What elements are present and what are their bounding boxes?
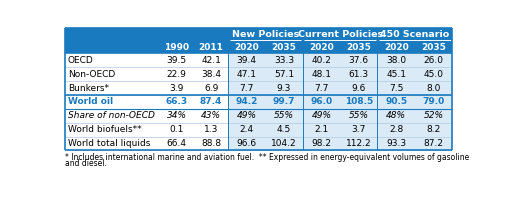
Text: 57.1: 57.1 — [274, 70, 294, 79]
Text: 2035: 2035 — [421, 43, 446, 52]
Text: 450 Scenario: 450 Scenario — [380, 30, 449, 39]
Text: 90.5: 90.5 — [385, 97, 407, 107]
Text: Share of non-OECD: Share of non-OECD — [68, 111, 155, 120]
Text: New Policies: New Policies — [232, 30, 299, 39]
Text: 33.3: 33.3 — [274, 56, 294, 65]
Text: 45.1: 45.1 — [386, 70, 406, 79]
Text: Non-OECD: Non-OECD — [68, 70, 115, 79]
Text: 22.9: 22.9 — [167, 70, 186, 79]
Text: 42.1: 42.1 — [201, 56, 221, 65]
Text: 45.0: 45.0 — [424, 70, 443, 79]
Text: 2.8: 2.8 — [389, 125, 403, 134]
Text: 87.4: 87.4 — [200, 97, 222, 107]
Text: 96.6: 96.6 — [237, 139, 257, 148]
Text: 49%: 49% — [237, 111, 257, 120]
Text: 43%: 43% — [201, 111, 221, 120]
Bar — [377, 53, 452, 151]
Text: 7.7: 7.7 — [314, 84, 329, 93]
Text: 7.5: 7.5 — [389, 84, 403, 93]
Text: 2020: 2020 — [234, 43, 259, 52]
Bar — [228, 53, 302, 151]
Text: 34%: 34% — [167, 111, 187, 120]
Text: OECD: OECD — [68, 56, 93, 65]
Text: 9.6: 9.6 — [351, 84, 366, 93]
Text: 6.9: 6.9 — [204, 84, 218, 93]
Text: 1990: 1990 — [164, 43, 189, 52]
Text: 8.2: 8.2 — [426, 125, 441, 134]
Text: 96.0: 96.0 — [311, 97, 332, 107]
Text: 3.9: 3.9 — [169, 84, 184, 93]
Text: 2.4: 2.4 — [239, 125, 254, 134]
Text: World biofuels**: World biofuels** — [68, 125, 141, 134]
Text: 66.4: 66.4 — [167, 139, 187, 148]
Text: 79.0: 79.0 — [422, 97, 444, 107]
Text: 3.7: 3.7 — [351, 125, 366, 134]
Text: 1.3: 1.3 — [204, 125, 218, 134]
Text: 39.5: 39.5 — [167, 56, 187, 65]
Text: 93.3: 93.3 — [386, 139, 406, 148]
Text: 7.7: 7.7 — [239, 84, 254, 93]
Text: 38.4: 38.4 — [201, 70, 221, 79]
Text: Bunkers*: Bunkers* — [68, 84, 109, 93]
Text: 40.2: 40.2 — [312, 56, 331, 65]
Text: 48.1: 48.1 — [312, 70, 331, 79]
Text: 39.4: 39.4 — [237, 56, 257, 65]
Text: 9.3: 9.3 — [277, 84, 291, 93]
Text: 37.6: 37.6 — [348, 56, 369, 65]
Text: 26.0: 26.0 — [424, 56, 443, 65]
Text: 88.8: 88.8 — [201, 139, 221, 148]
Text: 108.5: 108.5 — [344, 97, 373, 107]
Text: 49%: 49% — [312, 111, 331, 120]
Text: 47.1: 47.1 — [237, 70, 257, 79]
Text: 2020: 2020 — [309, 43, 334, 52]
Text: * Includes international marine and aviation fuel.  ** Expressed in energy-equiv: * Includes international marine and avia… — [66, 153, 470, 162]
Text: 55%: 55% — [349, 111, 369, 120]
Text: 98.2: 98.2 — [312, 139, 331, 148]
Text: 48%: 48% — [386, 111, 406, 120]
Text: 52%: 52% — [424, 111, 443, 120]
Text: 2020: 2020 — [384, 43, 409, 52]
Text: World oil: World oil — [68, 97, 113, 107]
Text: 94.2: 94.2 — [235, 97, 258, 107]
Text: 2035: 2035 — [346, 43, 371, 52]
Text: 99.7: 99.7 — [273, 97, 295, 107]
Text: 38.0: 38.0 — [386, 56, 406, 65]
Text: 87.2: 87.2 — [424, 139, 443, 148]
Text: World total liquids: World total liquids — [68, 139, 150, 148]
Text: 66.3: 66.3 — [166, 97, 188, 107]
Bar — [66, 28, 452, 53]
Text: 8.0: 8.0 — [426, 84, 441, 93]
Text: 2011: 2011 — [199, 43, 224, 52]
Text: 55%: 55% — [274, 111, 294, 120]
Text: and diesel.: and diesel. — [66, 159, 108, 168]
Text: Current Policies: Current Policies — [297, 30, 383, 39]
Text: 2.1: 2.1 — [314, 125, 329, 134]
Text: 2035: 2035 — [272, 43, 296, 52]
Text: 61.3: 61.3 — [348, 70, 369, 79]
Text: 104.2: 104.2 — [271, 139, 297, 148]
Text: 0.1: 0.1 — [169, 125, 184, 134]
Text: 112.2: 112.2 — [346, 139, 372, 148]
Bar — [302, 53, 377, 151]
Text: 4.5: 4.5 — [277, 125, 291, 134]
